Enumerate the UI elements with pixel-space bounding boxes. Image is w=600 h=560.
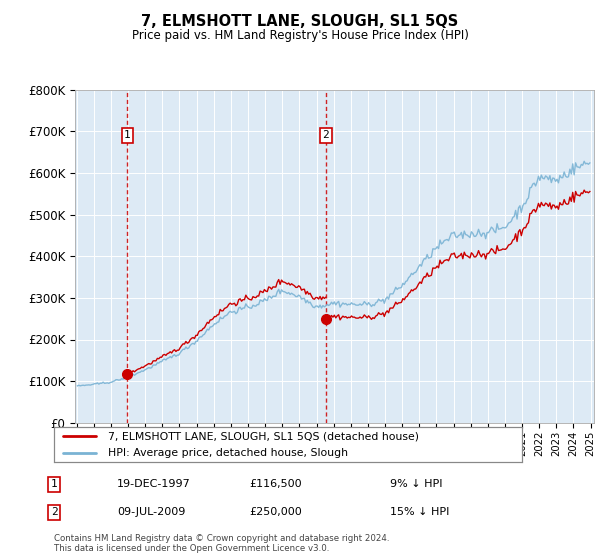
Text: £250,000: £250,000: [249, 507, 302, 517]
Text: 1: 1: [124, 130, 131, 141]
Text: Contains HM Land Registry data © Crown copyright and database right 2024.
This d: Contains HM Land Registry data © Crown c…: [54, 534, 389, 553]
Text: £116,500: £116,500: [249, 479, 302, 489]
Text: HPI: Average price, detached house, Slough: HPI: Average price, detached house, Slou…: [108, 448, 348, 458]
Text: 2: 2: [322, 130, 329, 141]
Text: 09-JUL-2009: 09-JUL-2009: [117, 507, 185, 517]
Text: 19-DEC-1997: 19-DEC-1997: [117, 479, 191, 489]
Text: 15% ↓ HPI: 15% ↓ HPI: [390, 507, 449, 517]
Text: 7, ELMSHOTT LANE, SLOUGH, SL1 5QS (detached house): 7, ELMSHOTT LANE, SLOUGH, SL1 5QS (detac…: [108, 431, 419, 441]
Text: 2: 2: [50, 507, 58, 517]
Text: Price paid vs. HM Land Registry's House Price Index (HPI): Price paid vs. HM Land Registry's House …: [131, 29, 469, 42]
Text: 9% ↓ HPI: 9% ↓ HPI: [390, 479, 443, 489]
Text: 1: 1: [50, 479, 58, 489]
Text: 7, ELMSHOTT LANE, SLOUGH, SL1 5QS: 7, ELMSHOTT LANE, SLOUGH, SL1 5QS: [142, 14, 458, 29]
